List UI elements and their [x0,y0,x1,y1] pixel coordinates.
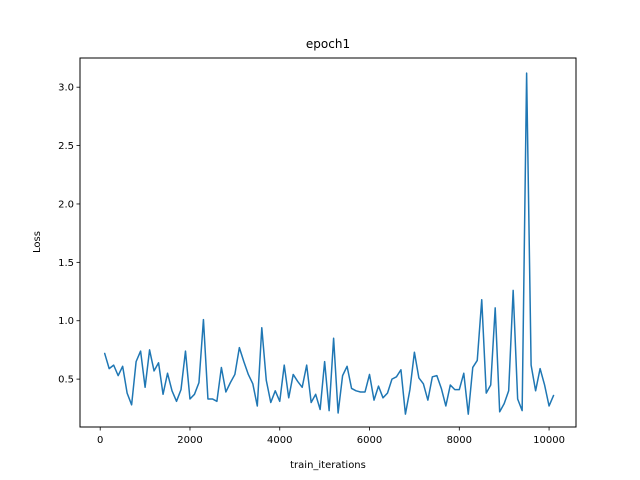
y-tick-label: 0.5 [58,375,74,386]
series-line-0 [103,72,555,415]
x-axis-label: train_iterations [290,460,366,471]
series-layer [103,72,555,415]
y-axis-ticks: 0.5 1.0 1.5 2.0 2.5 3.0 [58,83,80,386]
x-tick-label: 0 [97,435,103,446]
y-tick-label: 2.5 [58,141,74,152]
y-tick-label: 2.0 [58,199,74,210]
y-tick-label: 1.0 [58,316,74,327]
y-tick-label: 1.5 [58,258,74,269]
x-tick-label: 4000 [267,435,292,446]
x-tick-label: 8000 [447,435,472,446]
x-tick-label: 2000 [177,435,202,446]
y-tick-label: 3.0 [58,83,74,94]
plot-frame [79,57,577,428]
x-tick-label: 10000 [533,435,565,446]
x-tick-label: 6000 [357,435,382,446]
chart-title: epoch1 [306,37,350,51]
y-axis-label: Loss [32,231,43,253]
x-axis-ticks: 0 2000 4000 6000 8000 10000 [97,427,565,446]
